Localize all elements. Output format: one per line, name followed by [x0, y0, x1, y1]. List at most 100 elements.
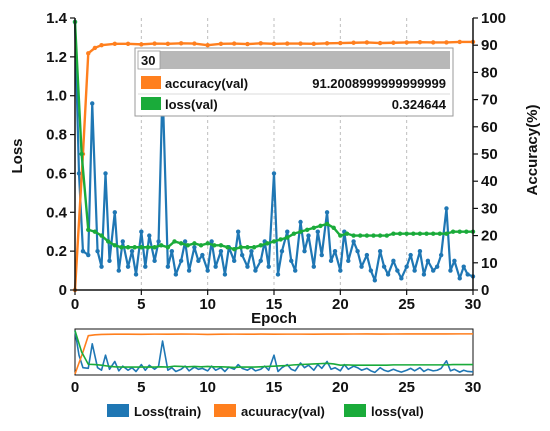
loss-val-point	[324, 221, 330, 227]
legend-swatch-loss-val	[344, 404, 366, 417]
y-right-tick-label: 20	[481, 228, 498, 245]
loss-val-point	[371, 233, 376, 238]
overview-ticks: 0 5 10 15 20 25 30	[71, 379, 482, 396]
loss-train-point	[332, 248, 338, 254]
loss-train-point	[381, 264, 387, 269]
loss-train-point	[425, 258, 431, 264]
x-tick-label: 15	[266, 296, 283, 313]
loss-train-point	[452, 258, 457, 264]
x-tick-label: 0	[71, 296, 79, 313]
accuracy-val-point	[298, 41, 303, 46]
y-right-tick-label: 60	[481, 119, 498, 136]
loss-val-point	[411, 231, 416, 236]
accuracy-val-point	[271, 41, 277, 47]
loss-train-point	[218, 248, 224, 254]
loss-train-point	[258, 258, 263, 264]
overview-navigator[interactable]: 0 5 10 15 20 25 30	[71, 328, 482, 396]
loss-train-point	[457, 276, 462, 281]
loss-train-point	[205, 268, 210, 273]
loss-train-point	[372, 278, 378, 283]
loss-val-point	[271, 239, 277, 244]
loss-val-point	[99, 233, 104, 238]
loss-train-point	[86, 252, 91, 258]
loss-train-point	[192, 245, 197, 250]
y-left-tick-label: 0	[59, 282, 67, 299]
loss-train-point	[196, 258, 201, 264]
loss-val-point	[364, 233, 370, 238]
loss-train-point	[311, 264, 316, 269]
x-axis-title: Epoch	[251, 310, 297, 327]
loss-train-point	[125, 264, 131, 269]
loss-train-point	[298, 219, 303, 225]
loss-train-point	[133, 272, 139, 277]
loss-train-point	[156, 239, 161, 244]
overview-x-tick-label: 30	[465, 379, 482, 396]
loss-val-point	[311, 225, 316, 231]
loss-val-point	[119, 245, 124, 250]
x-tick-label: 30	[465, 296, 482, 313]
y-right-tick-label: 40	[481, 173, 498, 190]
accuracy-val-point	[444, 40, 449, 45]
loss-val-point	[232, 247, 237, 252]
overview-x-tick-label: 25	[398, 379, 415, 396]
accuracy-val-point	[152, 41, 157, 46]
legend-label-accuracy-val: acuuracy(val)	[241, 404, 325, 419]
loss-train-point	[364, 252, 370, 258]
accuracy-val-point	[258, 41, 263, 46]
loss-train-point	[391, 258, 396, 264]
loss-train-point	[107, 258, 112, 264]
loss-val-point	[132, 245, 137, 250]
y-left-tick-label: 0.2	[46, 243, 67, 260]
accuracy-val-point	[125, 41, 131, 47]
loss-train-point	[139, 229, 144, 234]
loss-val-point	[218, 243, 224, 248]
loss-train-point	[351, 239, 356, 244]
accuracy-val-point	[377, 40, 383, 46]
loss-val-point	[338, 233, 343, 238]
accuracy-val-point	[431, 40, 436, 45]
loss-val-point	[397, 231, 403, 236]
loss-train-point	[235, 229, 241, 234]
loss-train-point	[152, 258, 157, 264]
loss-val-point	[265, 241, 270, 246]
accuracy-val-point	[86, 51, 91, 56]
loss-val-point	[304, 227, 310, 232]
loss-train-point	[112, 210, 118, 215]
overview-x-tick-label: 20	[332, 379, 349, 396]
loss-val-point	[464, 229, 469, 234]
loss-val-point	[152, 245, 157, 250]
accuracy-val-point	[205, 43, 210, 48]
loss-train-point	[324, 210, 330, 215]
tooltip-loss-swatch	[141, 97, 161, 110]
accuracy-val-point	[192, 41, 197, 46]
legend-label-loss-val: loss(val)	[371, 404, 424, 419]
loss-train-point	[95, 248, 100, 254]
loss-val-point	[225, 245, 230, 250]
loss-train-point	[147, 233, 152, 238]
loss-val-point	[205, 241, 210, 246]
loss-train-point	[245, 264, 250, 269]
loss-train-point	[438, 252, 444, 258]
accuracy-val-point	[92, 45, 98, 51]
loss-val-point	[298, 229, 303, 234]
loss-train-point	[404, 264, 409, 269]
loss-train-point	[461, 264, 466, 269]
accuracy-val-point	[218, 41, 224, 47]
loss-val-point	[159, 243, 164, 248]
overview-loss-train-line	[74, 330, 474, 374]
loss-train-point	[76, 171, 82, 176]
loss-val-point	[358, 233, 363, 238]
y-right-tick-label: 70	[481, 92, 498, 109]
loss-val-point	[251, 245, 257, 250]
loss-train-point	[417, 248, 423, 254]
loss-train-point	[116, 268, 121, 273]
x-tick-label: 10	[199, 296, 216, 313]
loss-train-point	[465, 272, 470, 277]
accuracy-val-point	[351, 40, 356, 45]
loss-train-point	[346, 258, 351, 264]
loss-train-point	[266, 264, 271, 269]
y-right-tick-label: 0	[481, 282, 489, 299]
loss-train-point	[239, 252, 245, 258]
overview-x-tick-label: 0	[71, 379, 79, 396]
loss-val-point	[185, 243, 190, 248]
